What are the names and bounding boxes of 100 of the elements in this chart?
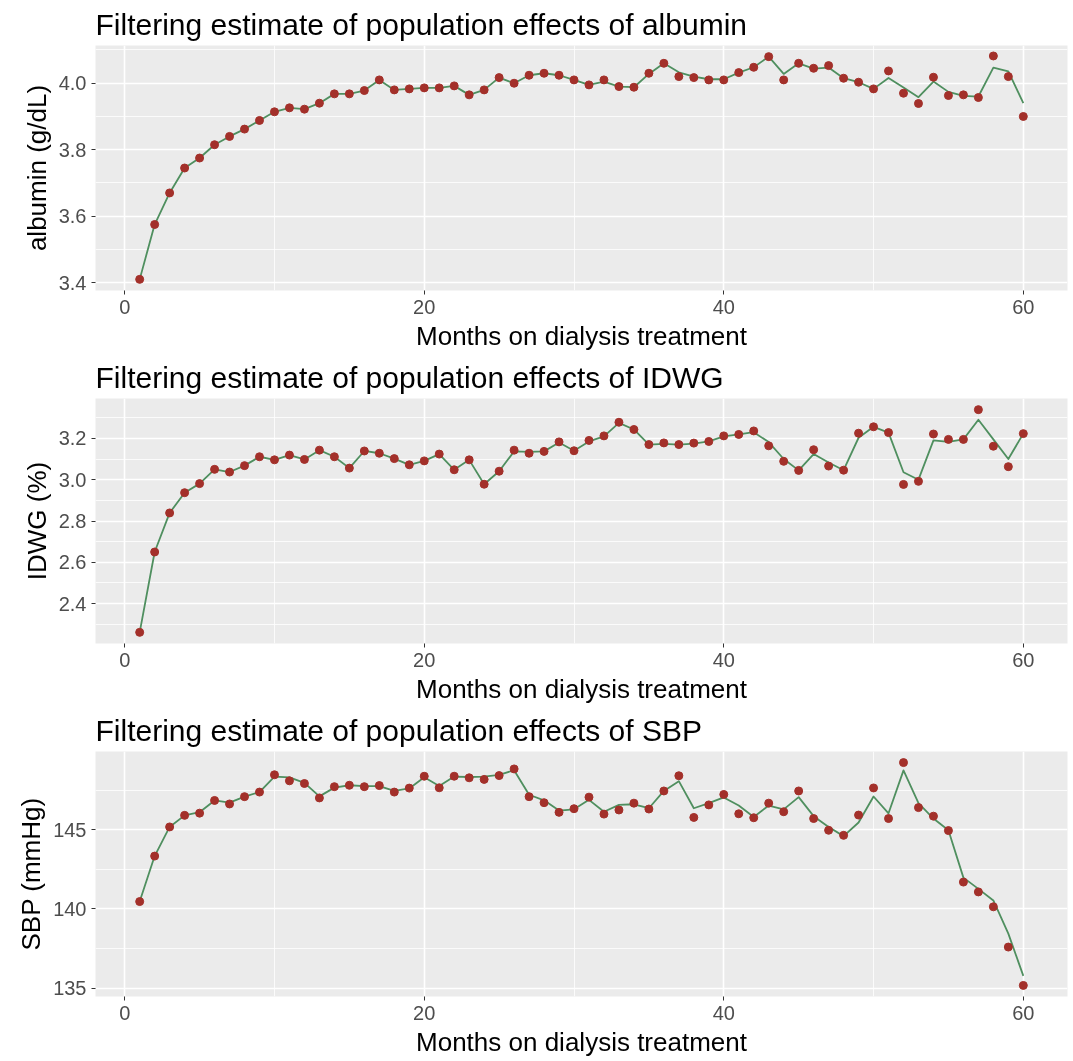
y-tick-label: 2.8 (58, 510, 87, 532)
point (824, 461, 834, 471)
point (150, 220, 160, 230)
point (225, 131, 235, 141)
point (225, 799, 235, 809)
point (494, 73, 504, 83)
point (284, 103, 294, 113)
point (449, 771, 459, 781)
point (988, 51, 998, 61)
point (794, 465, 804, 475)
point (1018, 111, 1028, 121)
point (584, 435, 594, 445)
point (165, 188, 175, 198)
point (539, 68, 549, 78)
y-tick-label: 135 (53, 977, 87, 1000)
y-tick-label: 3.8 (58, 138, 87, 161)
point (344, 89, 354, 99)
point (779, 456, 789, 466)
point (299, 454, 309, 464)
x-tick-label: 0 (119, 295, 131, 318)
point (434, 83, 444, 93)
point (449, 465, 459, 475)
point (449, 81, 459, 91)
point (854, 428, 864, 438)
x-tick-label: 20 (413, 1001, 436, 1024)
point (839, 73, 849, 83)
point (494, 466, 504, 476)
point (240, 792, 250, 802)
point (569, 446, 579, 456)
x-tick-label: 60 (1012, 295, 1035, 318)
point (344, 463, 354, 473)
point (1018, 429, 1028, 439)
point (599, 75, 609, 85)
point (269, 107, 279, 117)
x-axis-title: Months on dialysis treatment (416, 320, 748, 351)
point (1003, 462, 1013, 472)
point (225, 467, 235, 477)
point (584, 80, 594, 90)
point (899, 758, 908, 768)
point (719, 789, 729, 799)
point (839, 465, 849, 475)
x-axis-title: Months on dialysis treatment (416, 1026, 748, 1057)
point (973, 887, 983, 897)
point (809, 814, 819, 824)
point (539, 446, 549, 456)
point (210, 464, 220, 474)
y-tick-label: 3.2 (58, 427, 87, 450)
point (195, 479, 205, 489)
point (854, 77, 864, 87)
point (943, 434, 953, 444)
point (824, 825, 834, 835)
point (689, 438, 699, 448)
point (479, 774, 489, 784)
point (659, 438, 669, 448)
x-tick-label: 0 (119, 1001, 131, 1024)
point (928, 811, 938, 821)
point (374, 781, 384, 791)
point (329, 782, 339, 792)
point (719, 75, 729, 85)
point (284, 450, 294, 460)
point (629, 424, 639, 434)
point (958, 90, 968, 100)
y-axis-title: albumin (g/dL) (21, 84, 52, 252)
x-tick-label: 40 (712, 648, 735, 671)
point (389, 787, 399, 797)
point (884, 66, 894, 76)
point (389, 454, 399, 464)
point (689, 73, 699, 83)
point (210, 140, 220, 150)
point (195, 808, 205, 818)
point (869, 422, 879, 432)
point (135, 627, 145, 637)
point (854, 810, 864, 820)
point (464, 773, 474, 783)
point (135, 897, 145, 907)
point (569, 804, 579, 814)
y-tick-label: 2.6 (58, 551, 87, 574)
point (943, 826, 953, 836)
point (479, 85, 489, 95)
point (674, 771, 684, 781)
point (644, 804, 654, 814)
point (524, 70, 534, 80)
point (554, 70, 564, 80)
point (299, 104, 309, 114)
point (644, 68, 654, 78)
y-axis-title: IDWG (%) (21, 461, 52, 581)
point (779, 75, 789, 85)
point (749, 426, 759, 436)
point (404, 783, 414, 793)
point (839, 830, 849, 840)
point (359, 86, 369, 96)
point (1018, 980, 1028, 990)
point (240, 461, 250, 471)
chart-title: Filtering estimate of population effects of albumin (95, 7, 747, 41)
point (943, 91, 953, 101)
point (479, 479, 489, 489)
point (329, 89, 339, 99)
point (464, 455, 474, 465)
point (824, 61, 834, 71)
point (524, 448, 534, 458)
